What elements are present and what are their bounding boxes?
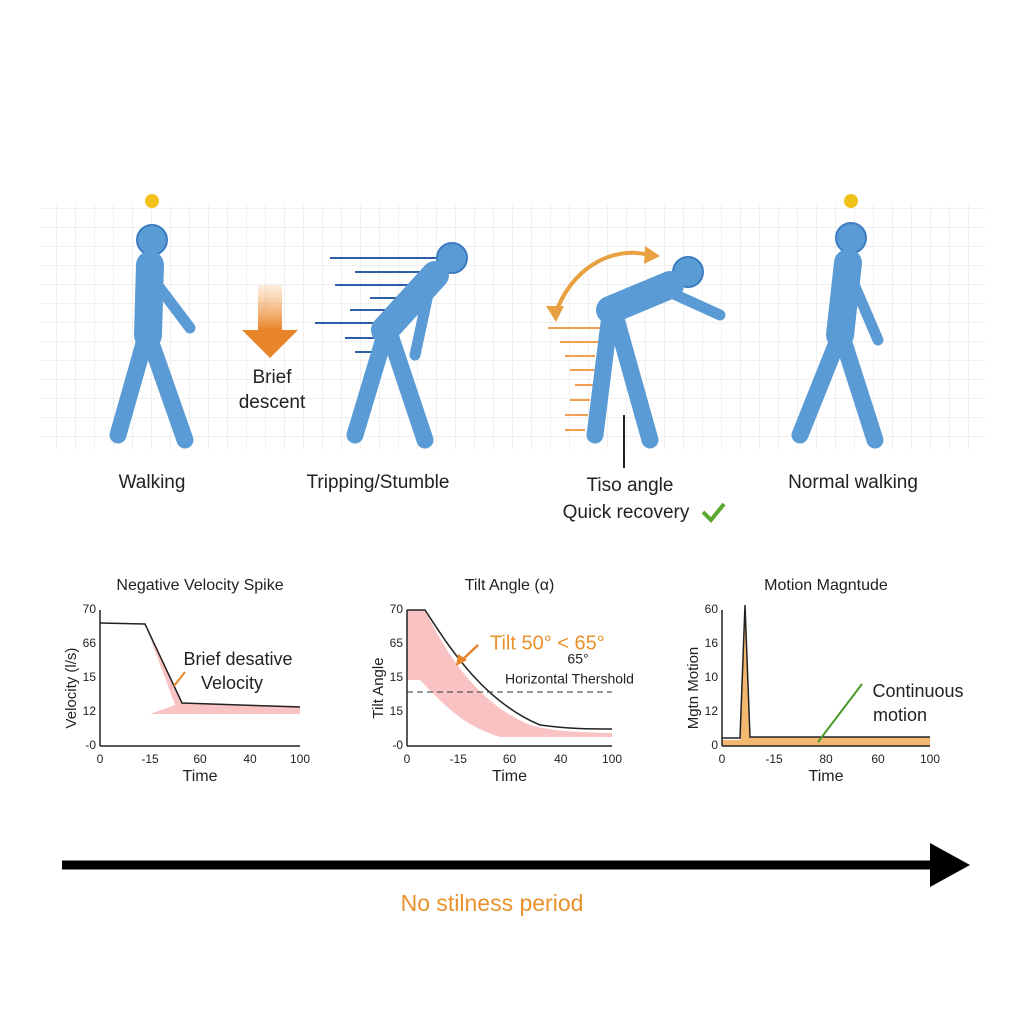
y-tick-label: 15 <box>390 670 404 684</box>
x-tick-label: 0 <box>97 752 104 766</box>
x-tick-label: -15 <box>141 752 159 766</box>
panel-note: Tilt 50° < 65° <box>490 632 605 654</box>
rotation-arrow <box>553 250 651 316</box>
figure-label: Tiso angle <box>587 475 674 496</box>
y-axis-label: Velocity (l/s) <box>63 648 80 729</box>
walking-figure <box>109 224 196 449</box>
normal-walking-figure <box>791 222 884 449</box>
y-axis-label: Tilt Angle <box>370 657 387 718</box>
descent-note: Brief <box>252 367 292 388</box>
motion-pointer <box>817 683 863 743</box>
y-tick-label: 60 <box>705 602 719 616</box>
y-tick-label: 10 <box>705 670 719 684</box>
footer-note: No stilness period <box>401 890 584 916</box>
x-tick-label: -15 <box>765 752 783 766</box>
rotation-arrow-head <box>644 246 660 264</box>
x-tick-label: 40 <box>554 752 568 766</box>
figure-label: Tripping/Stumble <box>307 472 450 493</box>
tilt-curve <box>407 609 613 730</box>
x-axis-label: Time <box>183 768 218 785</box>
x-tick-label: 100 <box>290 752 310 766</box>
velocity-curve <box>99 622 301 708</box>
motion-area <box>722 605 930 746</box>
y-tick-label: -0 <box>392 738 403 752</box>
figure-sublabel: Quick recovery <box>563 502 690 523</box>
timeline-arrow-head <box>930 843 970 887</box>
y-tick-label: 70 <box>390 602 404 616</box>
rotation-arrow-head <box>546 306 564 322</box>
y-tick-label: -0 <box>85 738 96 752</box>
y-tick-label: 0 <box>711 738 718 752</box>
marker <box>145 194 159 208</box>
y-tick-label: 16 <box>705 636 719 650</box>
x-tick-label: 60 <box>193 752 207 766</box>
x-tick-label: 0 <box>719 752 726 766</box>
x-tick-label: 60 <box>503 752 517 766</box>
x-tick-label: 100 <box>920 752 940 766</box>
panel-note: motion <box>873 705 927 725</box>
velocity-area <box>145 624 300 714</box>
y-tick-label: 12 <box>705 704 719 718</box>
x-tick-label: 0 <box>404 752 411 766</box>
panel-title: Motion Magntude <box>764 577 888 594</box>
motion-lines <box>315 257 440 353</box>
x-tick-label: -15 <box>450 752 468 766</box>
x-axis-label: Time <box>809 768 844 785</box>
panel-title: Negative Velocity Spike <box>116 577 283 594</box>
recovery-figure <box>586 256 726 449</box>
figure-label: Normal walking <box>788 472 918 493</box>
note-pointer <box>173 671 186 687</box>
x-axis-label: Time <box>492 768 527 785</box>
figure-label: Walking <box>119 472 186 493</box>
y-tick-label: 15 <box>390 704 404 718</box>
descent-arrow <box>258 285 282 330</box>
check-icon <box>701 502 726 523</box>
x-tick-label: 80 <box>819 752 833 766</box>
panel-title: Tilt Angle (α) <box>465 577 555 594</box>
y-tick-label: 70 <box>83 602 97 616</box>
x-tick-label: 40 <box>243 752 257 766</box>
descent-arrow-head <box>242 330 298 358</box>
motion-curve <box>722 604 930 739</box>
descent-note: descent <box>239 392 306 413</box>
panel-note: Continuous <box>872 681 963 701</box>
note-pointer-head <box>456 654 467 666</box>
y-axis-label: Mgtn Motion <box>685 647 702 730</box>
motion-lines <box>548 327 600 431</box>
x-tick-label: 100 <box>602 752 622 766</box>
marker <box>844 194 858 208</box>
panel-note: Brief desative <box>183 649 292 669</box>
x-tick-label: 60 <box>871 752 885 766</box>
panel-note: Velocity <box>201 673 263 693</box>
y-tick-label: 15 <box>83 670 97 684</box>
y-tick-label: 66 <box>83 636 97 650</box>
tilt-area <box>407 610 612 737</box>
y-tick-label: 65 <box>390 636 404 650</box>
panel-note: Horizontal Thershold <box>505 671 634 687</box>
stumble-figure <box>346 242 468 449</box>
y-tick-label: 12 <box>83 704 97 718</box>
panel-note: 65° <box>567 651 588 667</box>
